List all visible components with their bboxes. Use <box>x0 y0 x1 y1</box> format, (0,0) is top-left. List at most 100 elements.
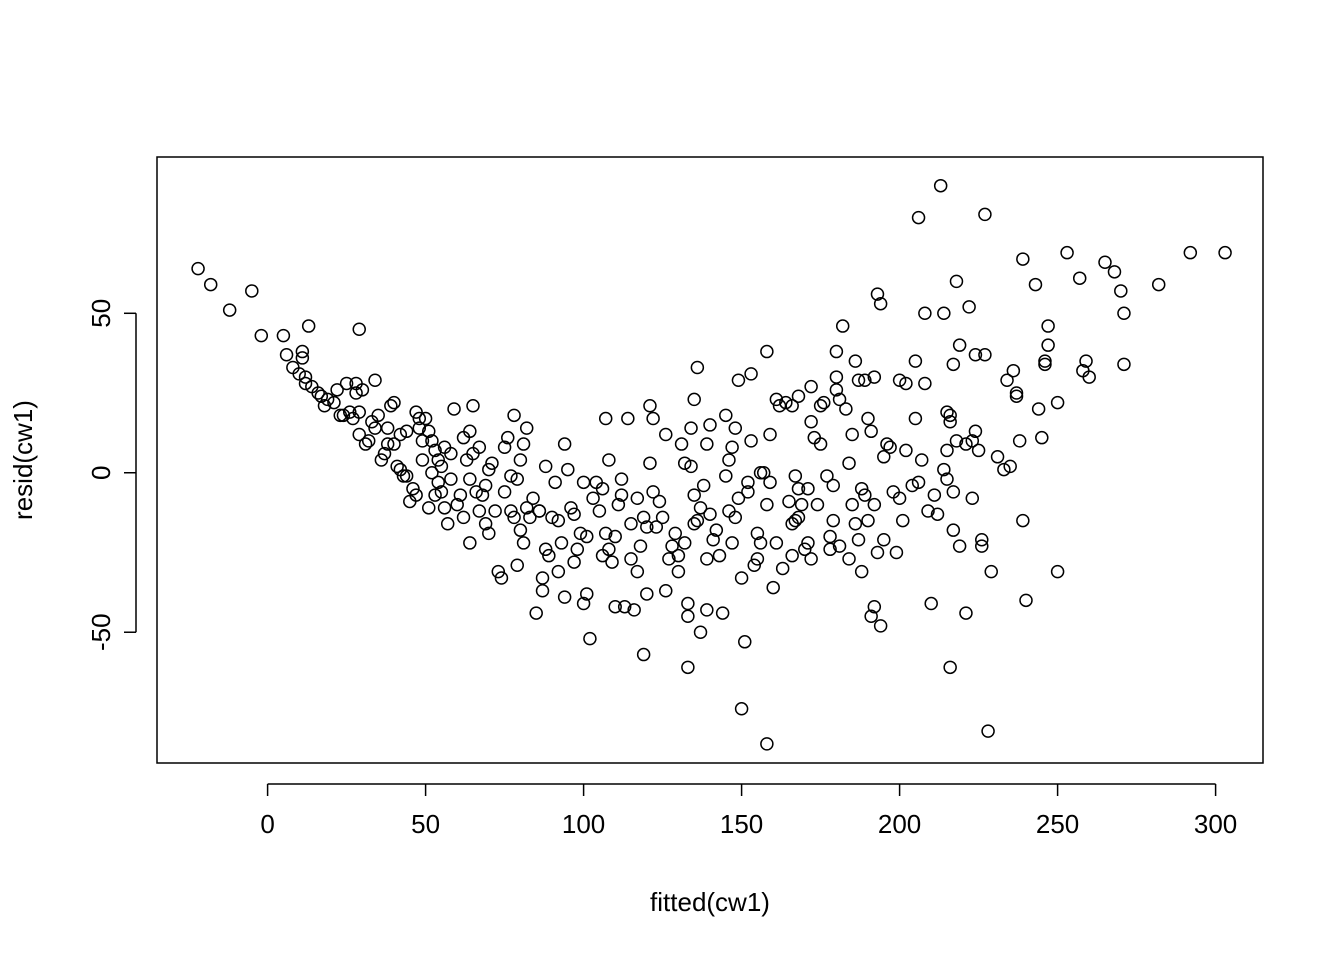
x-tick-label: 150 <box>720 809 763 839</box>
data-point <box>908 411 923 426</box>
data-point <box>636 647 651 662</box>
data-point <box>867 599 882 614</box>
data-point <box>965 434 980 448</box>
data-point <box>602 453 616 467</box>
data-point <box>962 300 976 314</box>
data-points <box>191 178 1232 751</box>
data-point <box>943 408 957 423</box>
data-point <box>665 539 679 553</box>
data-point <box>990 450 1005 464</box>
data-point <box>434 459 449 474</box>
data-point <box>191 261 205 276</box>
data-point <box>1107 265 1122 279</box>
data-point <box>519 501 534 515</box>
data-point <box>659 584 673 598</box>
data-point <box>561 462 575 477</box>
x-axis: 0 50 100 150 200 250 300 <box>260 783 1237 839</box>
data-point <box>700 603 714 617</box>
data-point <box>1006 363 1021 378</box>
data-point <box>674 437 689 451</box>
data-point <box>298 376 313 391</box>
data-point <box>352 427 366 442</box>
x-tick-label: 250 <box>1036 809 1079 839</box>
data-point <box>646 485 660 499</box>
data-point <box>946 523 961 537</box>
data-point <box>883 440 897 454</box>
data-point <box>791 389 806 403</box>
data-point <box>791 481 806 496</box>
data-point <box>684 421 698 435</box>
data-point <box>456 510 471 525</box>
data-point <box>1031 402 1046 416</box>
data-point <box>526 491 540 506</box>
data-point <box>608 599 622 614</box>
data-point <box>384 399 398 413</box>
data-point <box>918 306 932 321</box>
data-point <box>1117 357 1131 372</box>
data-point <box>734 571 749 585</box>
data-point <box>911 475 926 490</box>
data-point <box>276 328 291 343</box>
data-point <box>933 178 948 193</box>
data-point <box>848 517 863 531</box>
data-point <box>434 485 449 499</box>
data-point <box>851 373 866 388</box>
data-point <box>918 376 932 391</box>
data-point <box>937 306 951 321</box>
data-point <box>703 507 717 521</box>
data-point <box>317 399 332 413</box>
data-point <box>447 402 461 416</box>
data-point <box>823 542 837 557</box>
data-point <box>914 453 929 467</box>
data-point <box>551 513 566 528</box>
data-point <box>535 571 550 585</box>
data-point <box>655 510 670 525</box>
data-point <box>551 564 566 579</box>
data-point <box>570 542 585 557</box>
data-point <box>301 319 316 333</box>
data-point <box>877 532 891 547</box>
data-point <box>788 513 803 528</box>
data-point <box>975 532 989 547</box>
data-point <box>377 446 392 461</box>
data-point <box>921 504 935 518</box>
data-point <box>330 383 344 397</box>
data-point <box>813 437 828 451</box>
data-point <box>1003 459 1017 474</box>
data-point <box>930 507 945 521</box>
data-point <box>946 485 961 499</box>
data-point <box>1009 386 1024 400</box>
data-point <box>753 466 768 480</box>
data-point <box>845 427 859 442</box>
data-point <box>750 552 765 566</box>
data-point <box>1050 395 1065 410</box>
data-point <box>617 599 632 614</box>
data-point <box>744 367 758 381</box>
data-point <box>548 475 562 490</box>
data-point <box>848 354 863 368</box>
data-point <box>952 539 967 553</box>
data-point <box>744 434 758 448</box>
data-point <box>643 399 657 413</box>
data-point <box>826 513 840 528</box>
data-point <box>368 373 382 388</box>
data-point <box>292 367 306 381</box>
data-point <box>1038 354 1052 368</box>
data-point <box>959 437 973 451</box>
data-point <box>731 491 746 506</box>
data-point <box>911 210 926 225</box>
data-point <box>690 513 705 528</box>
data-point <box>854 481 869 496</box>
data-point <box>877 450 891 464</box>
data-point <box>681 596 695 611</box>
data-point <box>826 478 840 493</box>
data-point <box>794 497 809 512</box>
data-point <box>649 520 664 534</box>
data-point <box>997 462 1011 477</box>
data-point <box>731 373 746 388</box>
data-point <box>829 370 844 384</box>
data-point <box>621 411 635 426</box>
data-point <box>1035 430 1049 445</box>
data-point <box>712 548 727 563</box>
data-point <box>703 418 717 432</box>
